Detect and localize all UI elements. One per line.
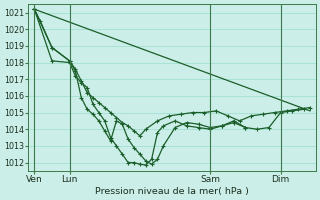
X-axis label: Pression niveau de la mer( hPa ): Pression niveau de la mer( hPa ) — [95, 187, 249, 196]
